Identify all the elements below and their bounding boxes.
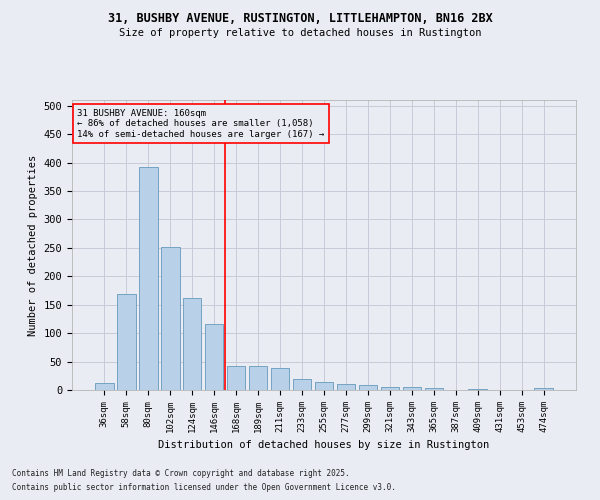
Text: Size of property relative to detached houses in Rustington: Size of property relative to detached ho…: [119, 28, 481, 38]
Bar: [425, 388, 443, 390]
Bar: [227, 366, 245, 390]
Y-axis label: Number of detached properties: Number of detached properties: [28, 154, 38, 336]
Bar: [95, 383, 113, 390]
Text: 31, BUSHBY AVENUE, RUSTINGTON, LITTLEHAMPTON, BN16 2BX: 31, BUSHBY AVENUE, RUSTINGTON, LITTLEHAM…: [107, 12, 493, 26]
Bar: [359, 386, 377, 390]
Text: Contains HM Land Registry data © Crown copyright and database right 2025.: Contains HM Land Registry data © Crown c…: [12, 468, 350, 477]
Bar: [139, 166, 158, 390]
X-axis label: Distribution of detached houses by size in Rustington: Distribution of detached houses by size …: [158, 440, 490, 450]
Bar: [205, 324, 223, 390]
Bar: [117, 294, 136, 390]
Bar: [337, 384, 355, 390]
Bar: [183, 298, 202, 390]
Bar: [249, 366, 268, 390]
Bar: [271, 368, 289, 390]
Bar: [293, 379, 311, 390]
Bar: [161, 246, 179, 390]
Text: 31 BUSHBY AVENUE: 160sqm
← 86% of detached houses are smaller (1,058)
14% of sem: 31 BUSHBY AVENUE: 160sqm ← 86% of detach…: [77, 108, 324, 138]
Bar: [380, 387, 399, 390]
Bar: [535, 388, 553, 390]
Text: Contains public sector information licensed under the Open Government Licence v3: Contains public sector information licen…: [12, 484, 396, 492]
Bar: [403, 387, 421, 390]
Bar: [469, 389, 487, 390]
Bar: [314, 382, 334, 390]
